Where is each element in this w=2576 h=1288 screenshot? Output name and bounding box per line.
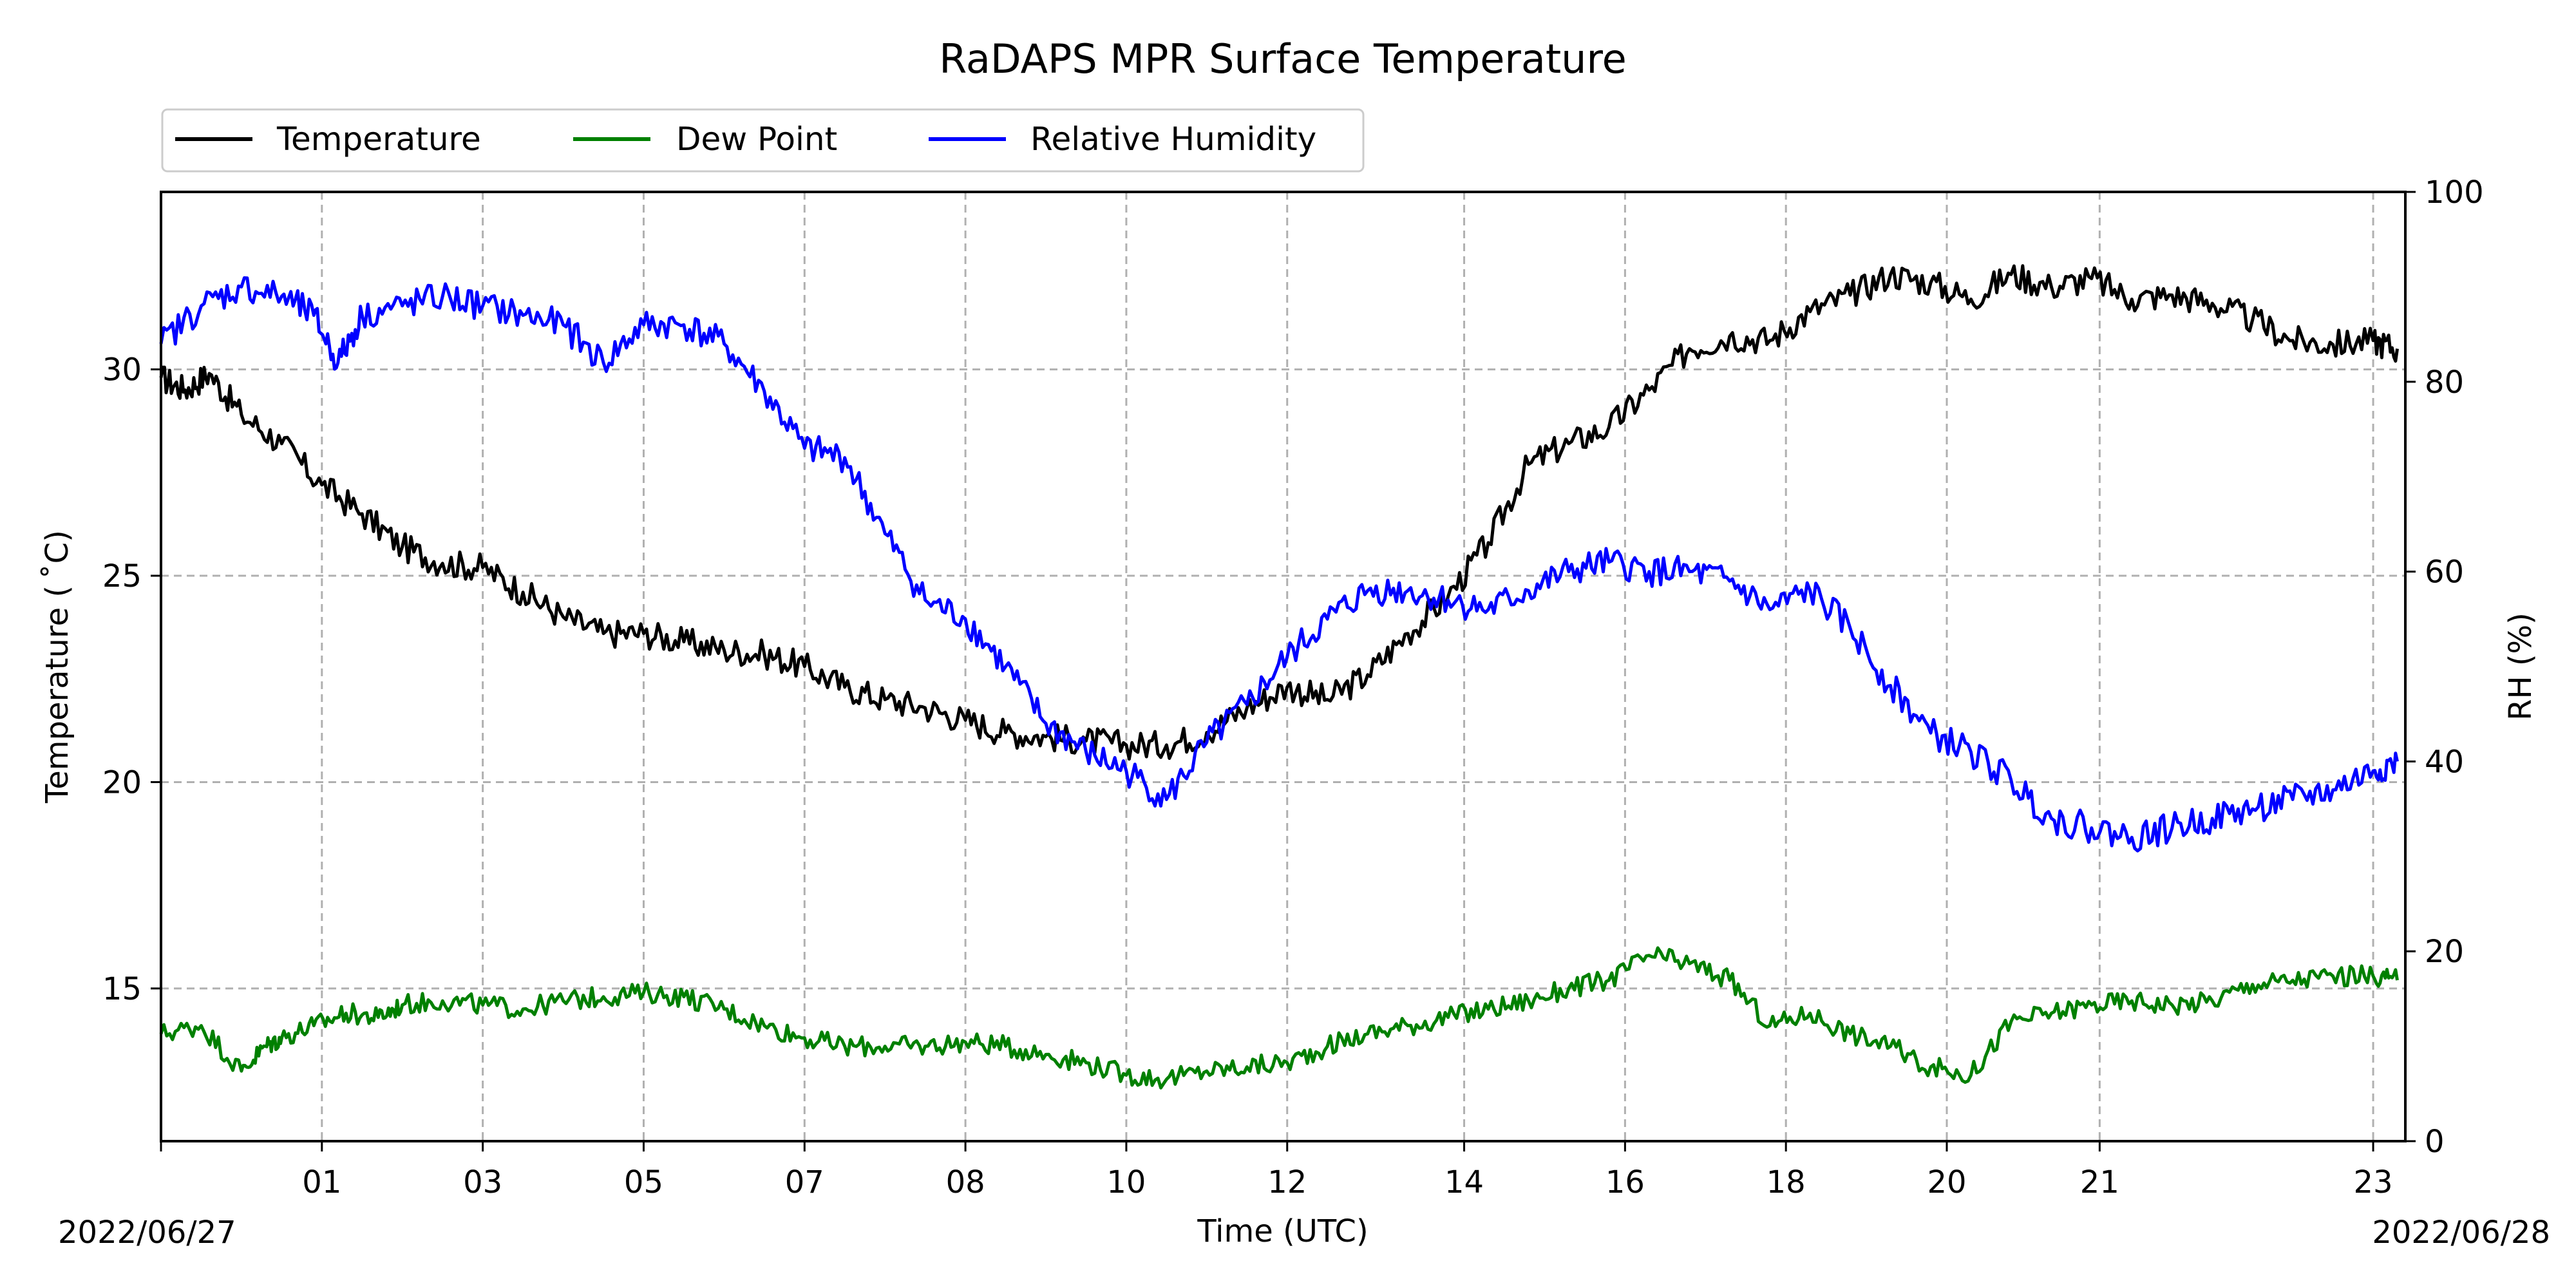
x-tick-label: 03 [463,1164,502,1200]
x-tick-label: 16 [1605,1164,1645,1200]
series-line-temperature [159,264,2399,761]
x-tick-label: 08 [946,1164,985,1200]
y-tick-label-right: 80 [2425,365,2464,401]
legend: Temperature Dew Point Relative Humidity [161,108,1365,173]
series-layer [159,264,2399,1090]
legend-label-relative-humidity: Relative Humidity [1030,120,1316,158]
x-axis-label: Time (UTC) [1197,1213,1368,1249]
series-line-relative-humidity [159,276,2399,853]
x-tick-label: 12 [1267,1164,1307,1200]
legend-label-dew-point: Dew Point [676,120,837,158]
x-tick-label: 07 [785,1164,824,1200]
start-date-label: 2022/06/27 [58,1215,236,1251]
x-tick-label: 05 [624,1164,663,1200]
series-line-dew-point [159,946,2399,1090]
y-tick-label-right: 60 [2425,554,2464,591]
x-tick-label: 20 [1927,1164,1966,1200]
legend-label-temperature: Temperature [276,120,481,158]
y-tick-label-right: 0 [2425,1124,2445,1160]
x-tick-label: 01 [302,1164,341,1200]
y-tick-label-right: 100 [2425,175,2484,211]
grid [161,192,2405,1141]
x-tick-label: 14 [1444,1164,1484,1200]
x-tick-label: 21 [2080,1164,2119,1200]
y-tick-label-right: 40 [2425,744,2464,780]
y-axis-label-left: Temperature ( ˚C) [39,530,75,804]
x-tick-label: 23 [2353,1164,2392,1200]
y-tick-label-left: 15 [102,971,142,1007]
legend-box [161,108,1365,173]
chart-title: RaDAPS MPR Surface Temperature [939,35,1627,82]
x-tick-label: 18 [1766,1164,1806,1200]
axes: 01 03 05 07 08 10 12 14 16 18 20 21 23 15 20 25 30 0 20 40 6… [102,175,2484,1200]
y-tick-label-left: 20 [102,764,142,800]
y-tick-label-left: 30 [102,352,142,388]
end-date-label: 2022/06/28 [2372,1215,2550,1251]
y-tick-label-right: 20 [2425,934,2464,970]
x-tick-label: 10 [1106,1164,1146,1200]
plot-frame [160,191,2407,1142]
y-tick-label-left: 25 [102,558,142,594]
y-axis-label-right: RH (%) [2503,612,2539,721]
